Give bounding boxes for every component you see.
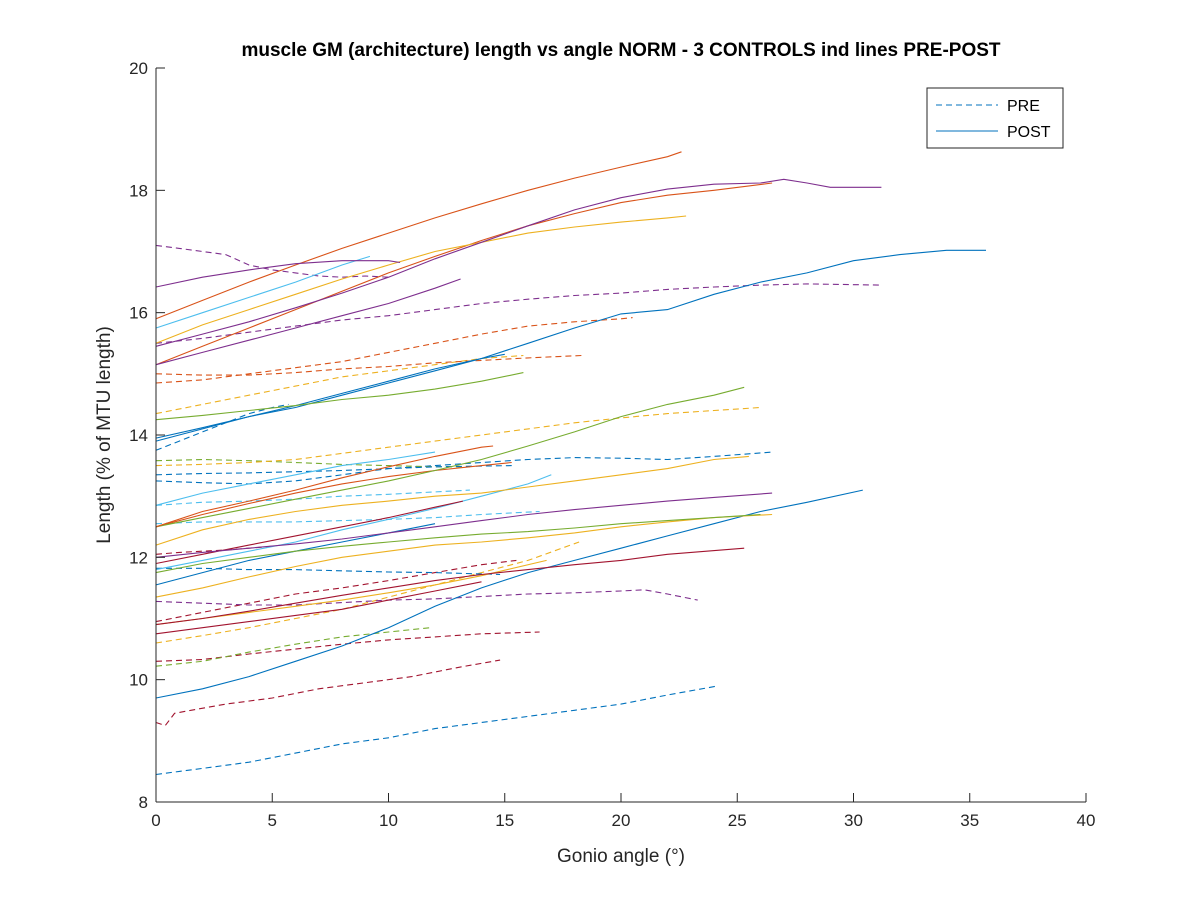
- series-line-post-38: [155, 372, 524, 421]
- series-line-post-42: [155, 151, 682, 320]
- series-line-post-32: [155, 455, 749, 546]
- series-line-post-36: [155, 249, 986, 442]
- x-tick-label: 40: [1077, 811, 1096, 830]
- x-tick-label: 0: [151, 811, 160, 830]
- series-line-post-44: [155, 178, 882, 347]
- series-line-post-41: [155, 215, 687, 344]
- legend-label-pre: PRE: [1007, 98, 1040, 115]
- series-line-post-30: [155, 492, 773, 558]
- y-axis-label: Length (% of MTU length): [94, 326, 115, 544]
- x-axis-label: Gonio angle (°): [557, 846, 685, 867]
- series-line-pre-11: [155, 451, 773, 485]
- legend-box: [926, 87, 1064, 149]
- series-line-pre-6: [155, 589, 698, 606]
- series-line-post-35: [155, 451, 436, 506]
- x-tick-label: 35: [960, 811, 979, 830]
- series-line-post-34: [155, 445, 494, 528]
- series-line-pre-14: [155, 406, 761, 467]
- series-line-post-33: [155, 386, 745, 528]
- series-line-post-40: [155, 278, 461, 366]
- x-tick-label: 5: [268, 811, 277, 830]
- series-line-pre-1: [155, 659, 501, 727]
- series-layer: [155, 151, 986, 776]
- series-line-post-22: [155, 581, 482, 635]
- series-line-pre-7: [156, 567, 501, 576]
- legend: PRE POST: [926, 87, 1064, 149]
- x-tick-label: 25: [728, 811, 747, 830]
- series-line-pre-9: [155, 510, 540, 525]
- y-tick-label: 14: [129, 426, 148, 445]
- y-tick-label: 16: [129, 304, 148, 323]
- series-line-post-37: [155, 353, 505, 439]
- x-tick-label: 10: [379, 811, 398, 830]
- series-line-pre-18: [155, 317, 633, 384]
- y-tick-label: 12: [129, 548, 148, 567]
- series-line-pre-16: [155, 354, 524, 415]
- series-line-pre-3: [155, 627, 431, 667]
- series-line-post-45: [155, 260, 401, 288]
- y-tick-label: 8: [139, 793, 148, 812]
- series-line-pre-5: [155, 559, 517, 623]
- x-tick-label: 20: [612, 811, 631, 830]
- series-line-pre-19: [155, 283, 882, 344]
- y-tick-label: 18: [129, 181, 148, 200]
- y-tick-label: 10: [129, 671, 148, 690]
- plot-area: [156, 68, 1086, 802]
- series-line-pre-10: [155, 489, 470, 506]
- series-line-post-27: [155, 513, 761, 574]
- series-line-post-24: [155, 547, 745, 626]
- x-tick-label: 15: [495, 811, 514, 830]
- series-line-pre-2: [155, 631, 540, 662]
- axes-layer: 0 5 10 15 20 25 30 35 40 8 10 12 14 16 18 20: [129, 59, 1095, 830]
- series-line-post-43: [155, 255, 371, 329]
- series-line-post-31: [155, 461, 512, 528]
- chart-title: muscle GM (architecture) length vs angle…: [241, 40, 1000, 61]
- series-line-post-29: [155, 500, 464, 565]
- series-line-pre-4: [155, 541, 580, 644]
- legend-label-post: POST: [1007, 124, 1051, 141]
- series-line-pre-13: [155, 465, 512, 476]
- x-tick-label: 30: [844, 811, 863, 830]
- series-line-post-39: [155, 182, 773, 366]
- y-tick-label: 20: [129, 59, 148, 78]
- series-line-pre-0: [155, 685, 719, 776]
- series-line-post-25: [155, 513, 773, 598]
- series-line-post-21: [155, 489, 863, 699]
